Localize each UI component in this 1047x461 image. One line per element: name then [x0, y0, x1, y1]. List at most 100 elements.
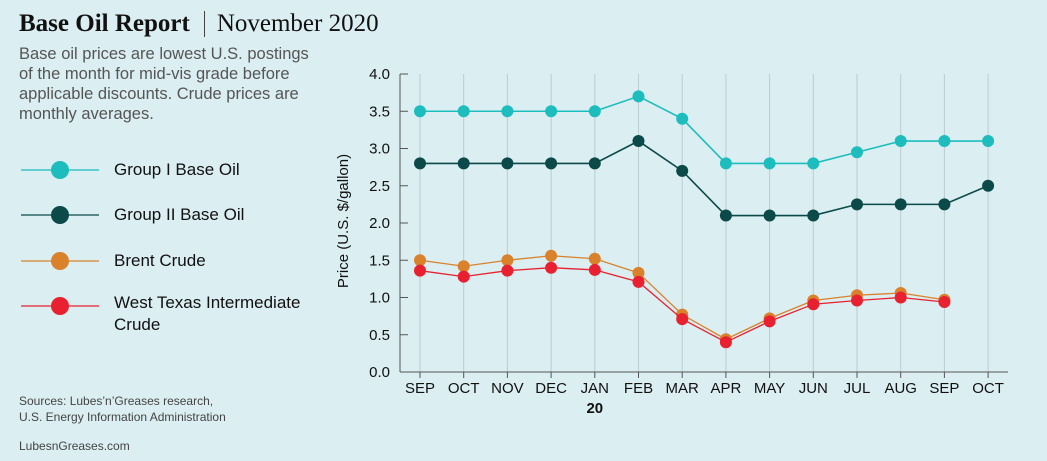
series-point-3	[588, 263, 601, 276]
series-point-3	[763, 315, 776, 328]
legend-label-wti: West Texas Intermediate Crude	[114, 293, 301, 334]
legend-label-group-2: Group II Base Oil	[114, 205, 245, 224]
x-tick-label: SEP	[405, 380, 435, 397]
legend-item-wti: West Texas Intermediate Crude	[19, 286, 319, 334]
series-point-1	[719, 209, 732, 222]
series-point-2	[632, 266, 645, 279]
y-tick-label: 1.0	[369, 290, 390, 307]
series-point-3	[545, 261, 558, 274]
legend-dot-wti	[51, 297, 69, 315]
x-tick-label: OCT	[448, 380, 480, 397]
series-point-1	[851, 198, 863, 211]
legend-item-brent: Brent Crude	[19, 241, 319, 281]
x-tick-label: NOV	[491, 380, 524, 397]
series-point-0	[938, 135, 951, 148]
legend-dot-brent	[51, 252, 69, 270]
series-point-2	[501, 254, 514, 267]
legend-marker-brent	[21, 252, 99, 270]
legend-marker-wti	[21, 297, 99, 315]
series-point-1	[982, 179, 995, 192]
series-point-1	[457, 157, 470, 170]
series-point-0	[414, 105, 426, 118]
series-point-1	[632, 135, 645, 148]
series-point-0	[894, 135, 907, 148]
x-tick-label: MAY	[754, 380, 785, 397]
series-line-0	[420, 95, 989, 165]
series-point-1	[414, 157, 426, 170]
series-point-0	[632, 90, 645, 103]
series-point-0	[982, 135, 995, 148]
series-point-0	[807, 157, 820, 170]
series-point-0	[676, 112, 689, 125]
y-tick-label: 0.0	[369, 364, 390, 381]
series-point-2	[414, 254, 426, 267]
legend-item-group-1: Group I Base Oil	[19, 150, 319, 190]
series-line-1	[420, 140, 989, 217]
series-point-0	[545, 105, 558, 118]
series-point-3	[807, 298, 820, 311]
series-point-0	[763, 157, 776, 170]
series-point-0	[588, 105, 601, 118]
series-point-3	[501, 264, 514, 277]
x-tick-label: OCT	[972, 380, 1004, 397]
report-date: November 2020	[216, 10, 379, 37]
site-credit: LubesnGreases.com	[19, 439, 130, 453]
series-point-1	[938, 198, 951, 211]
x-tick-label: JUL	[844, 380, 871, 397]
series-point-1	[676, 164, 689, 177]
series-point-3	[894, 291, 907, 304]
series-point-2	[457, 260, 470, 273]
legend-dot-group-1	[51, 161, 69, 179]
year-marker-label: 20	[586, 400, 603, 417]
series-point-3	[851, 294, 863, 307]
series-point-3	[676, 313, 689, 326]
legend-marker-group-1	[21, 161, 99, 179]
series-point-3	[414, 264, 426, 277]
title-divider	[203, 11, 205, 37]
x-tick-label: FEB	[624, 380, 653, 397]
x-tick-label: AUG	[884, 380, 917, 397]
series-point-1	[588, 157, 601, 170]
legend-marker-group-2	[21, 206, 99, 224]
y-tick-label: 3.5	[369, 103, 390, 120]
y-tick-label: 4.0	[369, 66, 390, 83]
x-tick-label: APR	[710, 380, 741, 397]
series-point-2	[588, 252, 601, 265]
sources-line-1: Sources: Lubes’n’Greases research,	[19, 394, 214, 408]
legend-label-brent: Brent Crude	[114, 251, 206, 270]
legend-item-group-2: Group II Base Oil	[19, 195, 319, 235]
series-point-0	[719, 157, 732, 170]
x-tick-label: JAN	[581, 380, 609, 397]
series-point-3	[457, 270, 470, 283]
y-tick-label: 0.5	[369, 327, 390, 344]
series-point-3	[938, 295, 951, 308]
report-header: Base Oil Report November 2020	[19, 10, 379, 38]
series-point-1	[501, 157, 514, 170]
legend-dot-group-2	[51, 206, 69, 224]
series-point-1	[763, 209, 776, 222]
sources-line-2: U.S. Energy Information Administration	[19, 410, 226, 424]
series-point-0	[851, 146, 863, 159]
series-point-1	[545, 157, 558, 170]
y-tick-label: 2.5	[369, 178, 390, 195]
chart-sources: Sources: Lubes’n’Greases research, U.S. …	[19, 393, 226, 425]
series-point-3	[719, 336, 732, 349]
series-point-3	[632, 275, 645, 288]
series-point-1	[807, 209, 820, 222]
report-description: Base oil prices are lowest U.S. postings…	[19, 45, 309, 123]
y-tick-label: 1.5	[369, 252, 390, 269]
series-point-1	[894, 198, 907, 211]
x-tick-label: DEC	[535, 380, 567, 397]
x-tick-label: JUN	[799, 380, 828, 397]
series-point-2	[545, 249, 558, 262]
x-tick-label: SEP	[929, 380, 959, 397]
series-point-0	[457, 105, 470, 118]
y-axis-title: Price (U.S. $/gallon)	[335, 154, 352, 288]
y-tick-label: 2.0	[369, 215, 390, 232]
legend-label-group-1: Group I Base Oil	[114, 160, 240, 179]
x-tick-label: MAR	[666, 380, 700, 397]
series-point-0	[501, 105, 514, 118]
y-tick-label: 3.0	[369, 141, 390, 158]
report-title: Base Oil Report	[19, 10, 190, 37]
